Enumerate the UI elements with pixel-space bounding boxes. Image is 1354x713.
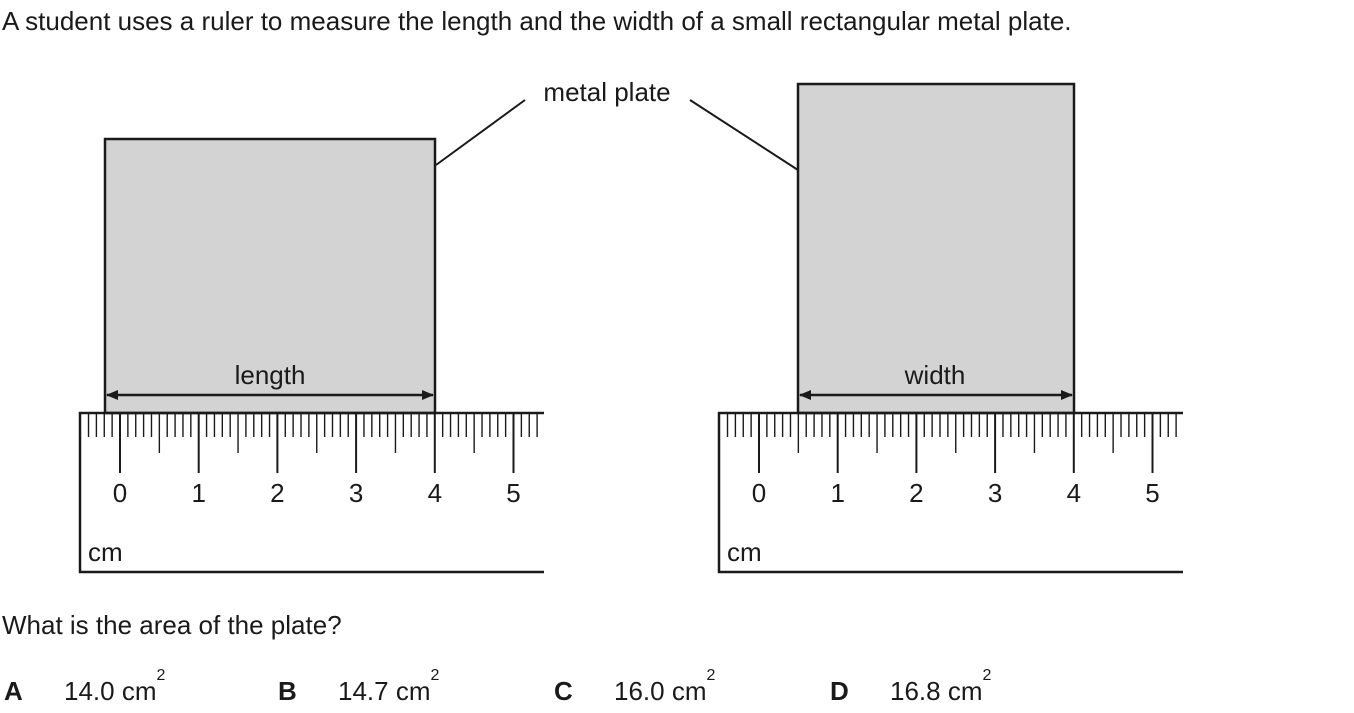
option-exponent: 2 bbox=[430, 667, 440, 684]
option-d[interactable]: D 16.8 cm2 bbox=[830, 668, 991, 710]
length-label: length bbox=[235, 360, 306, 390]
ruler-unit-label: cm bbox=[727, 537, 762, 567]
width-measurement: width 0 1 2 3 4 5 cm bbox=[717, 82, 1183, 574]
metal-plate-left bbox=[103, 137, 437, 415]
option-value: 16.0 cm bbox=[614, 676, 707, 706]
ruler-number: 2 bbox=[270, 478, 284, 508]
length-measurement: length 0 1 2 3 4 5 cm bbox=[78, 137, 544, 574]
option-letter: C bbox=[554, 676, 573, 706]
ruler-right: 0 1 2 3 4 5 cm bbox=[717, 411, 1183, 574]
ruler-unit-label: cm bbox=[88, 537, 123, 567]
ruler-number: 5 bbox=[506, 478, 520, 508]
option-a[interactable]: A 14.0 cm2 bbox=[4, 668, 165, 710]
ruler-number: 0 bbox=[113, 478, 127, 508]
ruler-number: 2 bbox=[909, 478, 923, 508]
option-value: 14.0 cm bbox=[64, 676, 157, 706]
ruler-number: 4 bbox=[428, 478, 442, 508]
metal-plate-right bbox=[796, 82, 1076, 415]
option-b[interactable]: B 14.7 cm2 bbox=[278, 668, 439, 710]
ruler-number: 5 bbox=[1145, 478, 1159, 508]
option-value: 16.8 cm bbox=[890, 676, 983, 706]
option-c[interactable]: C 16.0 cm2 bbox=[554, 668, 715, 710]
option-value: 14.7 cm bbox=[338, 676, 431, 706]
option-exponent: 2 bbox=[156, 667, 166, 684]
option-exponent: 2 bbox=[706, 667, 716, 684]
leader-line-left bbox=[435, 99, 526, 166]
ruler-number: 3 bbox=[349, 478, 363, 508]
ruler-outline bbox=[717, 411, 1183, 574]
ruler-measurement-diagram: length 0 1 2 3 4 5 cm width 0 1 2 3 4 5 cm metal pla… bbox=[78, 77, 1183, 574]
option-letter: D bbox=[830, 676, 849, 706]
ruler-number: 3 bbox=[988, 478, 1002, 508]
question-prompt: What is the area of the plate? bbox=[2, 610, 342, 640]
option-exponent: 2 bbox=[982, 667, 992, 684]
ruler-number: 4 bbox=[1067, 478, 1081, 508]
option-letter: A bbox=[4, 676, 23, 706]
metal-plate-label: metal plate bbox=[543, 77, 670, 107]
ruler-outline bbox=[78, 411, 544, 574]
ruler-left: 0 1 2 3 4 5 cm bbox=[78, 411, 544, 574]
width-label: width bbox=[904, 360, 966, 390]
question-stem: A student uses a ruler to measure the le… bbox=[2, 6, 1072, 36]
option-letter: B bbox=[278, 676, 297, 706]
ruler-number: 1 bbox=[830, 478, 844, 508]
ruler-number: 1 bbox=[191, 478, 205, 508]
leader-line-right bbox=[689, 99, 799, 171]
ruler-number: 0 bbox=[752, 478, 766, 508]
